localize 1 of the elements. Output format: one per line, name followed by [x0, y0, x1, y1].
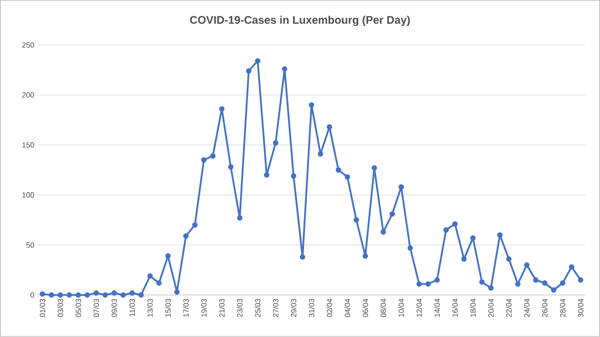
chart-title: COVID-19-Cases in Luxembourg (Per Day) — [190, 16, 410, 26]
